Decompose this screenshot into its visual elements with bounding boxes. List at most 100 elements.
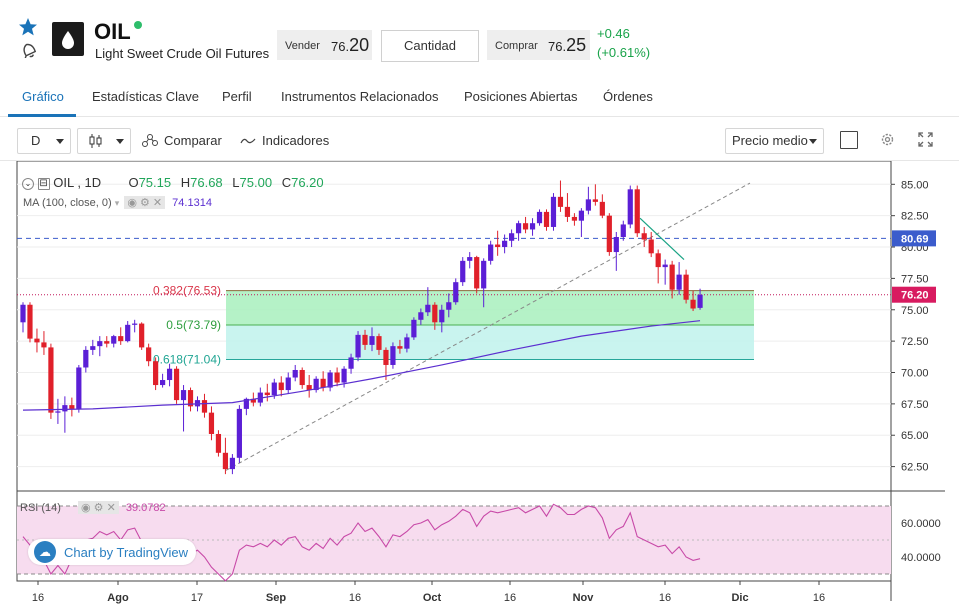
ma-dropdown-icon[interactable]: ▾ bbox=[114, 198, 120, 208]
candle bbox=[529, 218, 536, 236]
alert-bell-icon[interactable] bbox=[19, 40, 39, 63]
legend-high-value: 76.68 bbox=[190, 175, 223, 190]
candle-body bbox=[509, 233, 515, 241]
fib-label: 0.382(76.53) bbox=[153, 284, 221, 298]
fib-zone-lower bbox=[226, 324, 754, 360]
candle-body bbox=[278, 382, 284, 391]
ma-visibility-icon[interactable]: ◉ ⚙ ✕ bbox=[124, 196, 166, 209]
candle-body bbox=[97, 341, 103, 347]
candle-body bbox=[613, 236, 619, 253]
collapse-icon[interactable]: ⌄ bbox=[22, 178, 34, 190]
candle bbox=[446, 293, 452, 318]
candle-body bbox=[334, 372, 340, 383]
favorite-star-icon[interactable] bbox=[18, 17, 38, 42]
candle-body bbox=[139, 323, 145, 348]
candle-body bbox=[187, 390, 194, 407]
tradingview-badge[interactable]: ☁ Chart by TradingView bbox=[28, 539, 197, 565]
ohlc-legend: ⌄ ⊟ OIL , 1D O75.15 H76.68 L75.00 C76.20 bbox=[22, 175, 324, 190]
candle-body bbox=[383, 349, 389, 365]
time-tick-label: 17 bbox=[191, 592, 203, 604]
price-type-select[interactable]: Precio medio bbox=[725, 128, 824, 154]
indicators-button[interactable]: Indicadores bbox=[262, 133, 330, 148]
price-chart[interactable]: 0.382(76.53) 0.5(73.79) 0.618(71.04) 85.00… bbox=[0, 161, 959, 610]
rsi-legend: RSI (14) ◉ ⚙ ✕ 39.0782 bbox=[20, 501, 166, 514]
tab-instrumentos-relacionados[interactable]: Instrumentos Relacionados bbox=[281, 89, 439, 104]
quantity-input[interactable]: Cantidad bbox=[381, 30, 479, 62]
candle bbox=[90, 339, 96, 355]
expand-arrows-icon[interactable] bbox=[918, 132, 933, 152]
candle-body bbox=[690, 299, 696, 309]
candle-body bbox=[411, 319, 417, 338]
candle bbox=[418, 308, 424, 325]
chart-type-select[interactable] bbox=[77, 128, 131, 154]
tab-grafico[interactable]: Gráfico bbox=[22, 89, 64, 104]
instrument-symbol: OIL bbox=[94, 19, 131, 44]
candle-body bbox=[264, 392, 270, 396]
candle bbox=[439, 304, 445, 333]
candle bbox=[153, 357, 159, 391]
candle bbox=[83, 346, 89, 373]
interval-select[interactable]: D bbox=[17, 128, 71, 154]
ma-legend: MA (100, close, 0) ▾ ◉ ⚙ ✕ 74.1314 bbox=[23, 196, 212, 209]
candle-body bbox=[683, 274, 689, 300]
oil-drop-logo bbox=[52, 22, 84, 56]
candle-body bbox=[229, 457, 235, 470]
candle-body bbox=[404, 337, 410, 349]
candle-body bbox=[62, 405, 68, 412]
candle-body bbox=[320, 378, 326, 388]
tab-ordenes[interactable]: Órdenes bbox=[603, 89, 653, 104]
symbol-search-icon[interactable]: ⊟ bbox=[37, 178, 50, 190]
buy-button[interactable]: Comprar 76.25 bbox=[487, 30, 590, 60]
candle-body bbox=[104, 341, 110, 344]
candle-body bbox=[313, 378, 319, 391]
tab-posiciones-abiertas[interactable]: Posiciones Abiertas bbox=[464, 89, 578, 104]
candle-body bbox=[467, 257, 473, 261]
sell-button[interactable]: Vender 76.20 bbox=[277, 30, 372, 60]
candle bbox=[62, 396, 68, 433]
price-change: +0.46 bbox=[597, 26, 630, 41]
candle-body bbox=[397, 346, 403, 349]
candle-body bbox=[132, 323, 138, 325]
candle-body bbox=[550, 196, 557, 227]
candle bbox=[655, 249, 661, 284]
compare-icon[interactable] bbox=[141, 131, 159, 154]
candle bbox=[104, 336, 110, 348]
candle bbox=[397, 339, 403, 354]
candle bbox=[139, 322, 145, 350]
buy-price-small: 76. bbox=[548, 39, 567, 54]
compare-button[interactable]: Comparar bbox=[164, 133, 222, 148]
candle-body bbox=[669, 264, 675, 290]
rsi-line bbox=[22, 503, 701, 582]
candle-body bbox=[369, 336, 375, 345]
candle bbox=[55, 398, 61, 424]
time-tick-label: Nov bbox=[573, 592, 595, 604]
candle bbox=[132, 319, 138, 333]
indicators-icon[interactable] bbox=[240, 134, 256, 152]
candle bbox=[690, 290, 696, 312]
time-tick-label: Dic bbox=[731, 592, 748, 604]
candle-body bbox=[306, 385, 312, 391]
candle bbox=[118, 327, 124, 345]
interval-value: D bbox=[31, 133, 41, 148]
rsi-tick-label: 40.0000 bbox=[901, 552, 941, 564]
candle bbox=[481, 258, 487, 308]
settings-gear-icon[interactable] bbox=[879, 131, 896, 153]
candle-body bbox=[522, 223, 529, 230]
candle-body bbox=[648, 239, 654, 254]
candle-body bbox=[341, 368, 347, 383]
resistance-price-label-bg bbox=[892, 230, 936, 247]
candle-body bbox=[48, 347, 54, 413]
sell-price-big: 20 bbox=[349, 35, 370, 55]
candle bbox=[467, 252, 473, 269]
candle-body bbox=[585, 199, 591, 211]
tab-perfil[interactable]: Perfil bbox=[222, 89, 252, 104]
price-tick-label: 70.00 bbox=[901, 368, 929, 380]
price-change-percent: (+0.61%) bbox=[597, 45, 651, 60]
candle bbox=[285, 372, 291, 394]
tab-estadisticas-clave[interactable]: Estadísticas Clave bbox=[92, 89, 199, 104]
candle bbox=[236, 405, 242, 463]
candle-body bbox=[543, 211, 550, 227]
rsi-controls-icon[interactable]: ◉ ⚙ ✕ bbox=[78, 501, 119, 514]
candle bbox=[48, 343, 54, 419]
fullscreen-toggle[interactable] bbox=[840, 131, 858, 149]
